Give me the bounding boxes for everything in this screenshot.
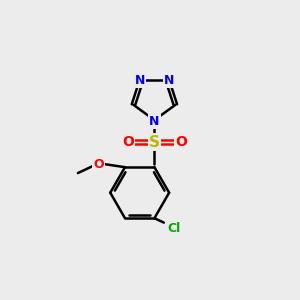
Text: N: N bbox=[149, 115, 160, 128]
Text: O: O bbox=[122, 135, 134, 149]
Text: O: O bbox=[175, 135, 187, 149]
Text: Cl: Cl bbox=[168, 222, 181, 235]
Text: S: S bbox=[149, 135, 160, 150]
Text: O: O bbox=[93, 158, 104, 171]
Text: N: N bbox=[164, 74, 174, 87]
Text: N: N bbox=[135, 74, 145, 87]
